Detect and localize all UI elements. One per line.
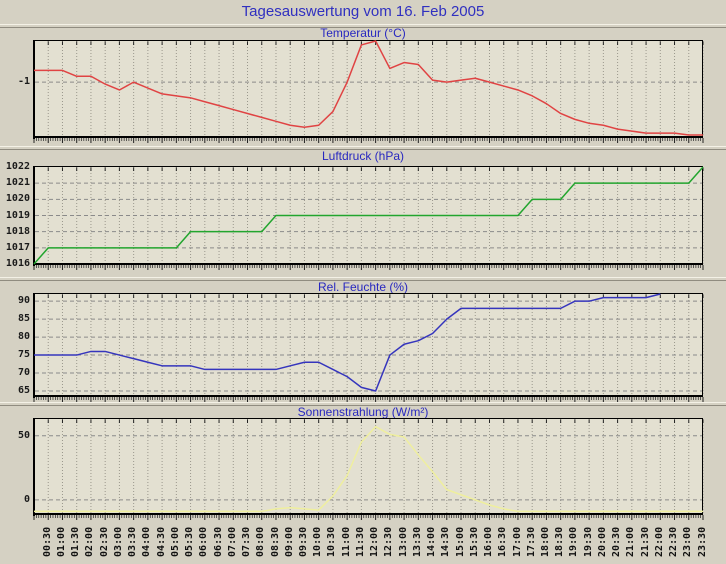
x-tick-label: 23:30 [696,526,708,557]
x-tick-label: 00:30 [41,526,53,557]
x-tick-label: 19:30 [582,526,594,557]
y-tick-label: 90 [17,295,30,307]
x-tick-label: 06:30 [212,526,224,557]
x-tick-label: 15:30 [468,526,480,557]
radiation-chart-title: Sonnenstrahlung (W/m²) [297,405,429,419]
x-tick-label: 17:00 [511,526,523,557]
x-tick-label: 22:30 [668,526,679,557]
x-tick-label: 21:00 [625,526,637,557]
x-tick-label: 12:30 [383,526,395,557]
y-tick-label: 85 [17,313,30,325]
divider [0,146,726,150]
x-tick-label: 13:30 [411,526,423,557]
pressure-series-line [33,166,704,265]
x-tick-label: 22:00 [653,526,665,557]
y-tick-label: 1020 [5,193,30,205]
x-tick-label: 17:30 [525,526,537,557]
x-tick-label: 20:30 [611,526,623,557]
x-tick-label: 04:00 [141,526,153,557]
x-tick-label: 11:30 [354,526,366,557]
y-tick-label: 1021 [5,177,30,189]
x-tick-label: 04:30 [155,526,167,557]
y-tick-label: -1 [17,76,30,88]
divider [0,277,726,281]
temperature-plot [33,40,704,143]
x-tick-label: 09:30 [297,526,309,557]
y-tick-label: 1017 [5,241,30,253]
temperature-chart-title: Temperatur (°C) [320,26,406,40]
x-tick-label: 01:30 [70,526,82,557]
x-tick-label: 02:30 [98,526,110,557]
y-tick-label: 1016 [5,258,30,269]
x-tick-label: 18:30 [554,526,566,557]
x-tick-label: 08:30 [269,526,281,557]
pressure-chart-title: Luftdruck (hPa) [321,149,405,163]
x-tick-label: 05:30 [184,526,196,557]
x-tick-label: 08:00 [255,526,267,557]
humidity-series-line [34,293,661,392]
x-tick-label: 10:30 [326,526,338,557]
page-title: Tagesauswertung vom 16. Feb 2005 [241,3,485,20]
y-tick-label: 50 [17,429,30,441]
y-tick-label: 75 [17,349,30,361]
y-tick-label: 80 [17,331,30,343]
y-tick-label: 0 [23,493,30,505]
x-tick-label: 18:00 [539,526,551,557]
x-tick-label: 10:00 [312,526,324,557]
x-tick-label: 01:00 [56,526,67,557]
x-tick-label: 05:00 [169,526,181,557]
y-tick-label: 65 [17,385,30,396]
x-tick-label: 20:00 [596,526,608,557]
x-tick-label: 19:00 [568,526,580,557]
x-tick-label: 21:30 [639,526,651,557]
x-tick-label: 14:00 [426,526,438,557]
x-tick-label: 15:00 [454,526,466,557]
x-tick-label: 11:00 [340,526,352,557]
x-tick-label: 06:00 [198,526,210,557]
x-tick-label: 07:00 [226,526,238,557]
x-tick-label: 09:00 [283,526,295,557]
x-tick-label: 02:00 [84,526,96,557]
x-tick-label: 16:30 [497,526,509,557]
humidity-plot [33,293,704,402]
x-tick-label: 12:00 [369,526,381,557]
radiation-plot [33,418,704,520]
humidity-chart-title: Rel. Feuchte (%) [317,280,409,294]
divider [0,402,726,406]
x-tick-label: 07:30 [241,526,252,557]
x-tick-label: 03:30 [127,526,139,557]
temperature-series-line [34,40,703,136]
x-tick-label: 13:00 [397,526,409,557]
x-tick-label: 03:00 [112,526,124,557]
x-tick-label: 16:00 [483,526,494,557]
y-tick-label: 1018 [5,225,30,237]
y-tick-label: 1022 [5,161,30,172]
x-tick-label: 14:30 [440,526,452,557]
pressure-plot [33,166,704,270]
y-tick-label: 70 [17,367,30,378]
x-tick-label: 23:00 [682,526,694,557]
y-tick-label: 1019 [5,209,30,221]
radiation-series-line [34,425,703,513]
divider [0,24,726,28]
